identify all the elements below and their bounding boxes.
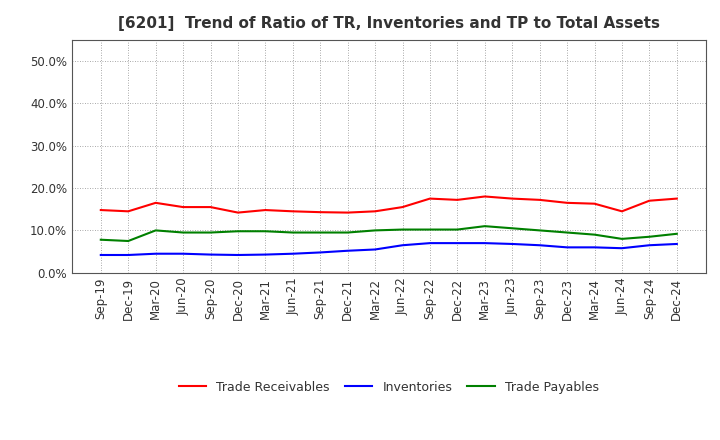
Trade Receivables xyxy=(179,205,187,210)
Trade Receivables xyxy=(343,210,352,215)
Trade Payables xyxy=(96,237,105,242)
Inventories xyxy=(289,251,297,257)
Inventories xyxy=(398,242,407,248)
Trade Receivables xyxy=(261,207,270,213)
Trade Receivables xyxy=(398,205,407,210)
Trade Payables xyxy=(124,238,132,244)
Inventories xyxy=(672,241,681,246)
Trade Payables xyxy=(536,228,544,233)
Trade Payables xyxy=(316,230,325,235)
Trade Payables xyxy=(371,228,379,233)
Trade Receivables xyxy=(151,200,160,205)
Title: [6201]  Trend of Ratio of TR, Inventories and TP to Total Assets: [6201] Trend of Ratio of TR, Inventories… xyxy=(118,16,660,32)
Trade Payables xyxy=(426,227,434,232)
Trade Receivables xyxy=(206,205,215,210)
Trade Receivables xyxy=(618,209,626,214)
Inventories xyxy=(124,253,132,258)
Inventories xyxy=(508,241,516,246)
Trade Receivables xyxy=(233,210,242,215)
Trade Payables xyxy=(508,226,516,231)
Line: Inventories: Inventories xyxy=(101,243,677,255)
Trade Payables xyxy=(618,236,626,242)
Inventories xyxy=(536,242,544,248)
Trade Payables xyxy=(151,228,160,233)
Inventories xyxy=(453,241,462,246)
Inventories xyxy=(316,250,325,255)
Trade Payables xyxy=(480,224,489,229)
Trade Payables xyxy=(343,230,352,235)
Trade Payables xyxy=(206,230,215,235)
Inventories xyxy=(371,247,379,252)
Trade Payables xyxy=(261,229,270,234)
Inventories xyxy=(343,248,352,253)
Trade Receivables xyxy=(426,196,434,201)
Trade Payables xyxy=(233,229,242,234)
Inventories xyxy=(563,245,572,250)
Trade Payables xyxy=(453,227,462,232)
Trade Payables xyxy=(672,231,681,236)
Trade Payables xyxy=(398,227,407,232)
Inventories xyxy=(261,252,270,257)
Inventories xyxy=(179,251,187,257)
Inventories xyxy=(151,251,160,257)
Trade Payables xyxy=(289,230,297,235)
Trade Receivables xyxy=(96,207,105,213)
Trade Receivables xyxy=(453,197,462,202)
Inventories xyxy=(233,253,242,258)
Trade Receivables xyxy=(480,194,489,199)
Inventories xyxy=(645,242,654,248)
Legend: Trade Receivables, Inventories, Trade Payables: Trade Receivables, Inventories, Trade Pa… xyxy=(175,377,603,397)
Trade Payables xyxy=(645,234,654,239)
Trade Receivables xyxy=(289,209,297,214)
Line: Trade Payables: Trade Payables xyxy=(101,226,677,241)
Inventories xyxy=(206,252,215,257)
Inventories xyxy=(480,241,489,246)
Inventories xyxy=(590,245,599,250)
Trade Payables xyxy=(590,232,599,237)
Trade Payables xyxy=(179,230,187,235)
Trade Receivables xyxy=(672,196,681,201)
Trade Payables xyxy=(563,230,572,235)
Trade Receivables xyxy=(536,197,544,202)
Trade Receivables xyxy=(316,209,325,215)
Trade Receivables xyxy=(645,198,654,203)
Line: Trade Receivables: Trade Receivables xyxy=(101,197,677,213)
Trade Receivables xyxy=(508,196,516,201)
Inventories xyxy=(618,246,626,251)
Inventories xyxy=(426,241,434,246)
Inventories xyxy=(96,253,105,258)
Trade Receivables xyxy=(124,209,132,214)
Trade Receivables xyxy=(563,200,572,205)
Trade Receivables xyxy=(590,201,599,206)
Trade Receivables xyxy=(371,209,379,214)
